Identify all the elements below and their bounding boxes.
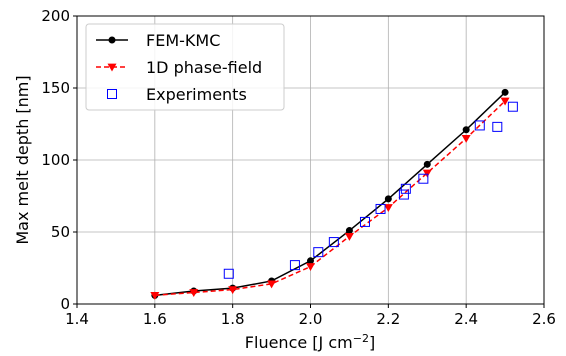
data-point xyxy=(328,237,339,248)
y-tick-label: 100 xyxy=(41,151,70,169)
x-tick-label: 2.2 xyxy=(376,310,400,328)
x-axis-label: Fluence [J cm−2] xyxy=(245,332,375,352)
data-point xyxy=(289,260,300,271)
legend-entries: FEM-KMC 1D phase-field Experiments xyxy=(96,31,262,104)
data-point xyxy=(359,216,370,227)
data-point xyxy=(418,173,429,184)
series-fem-kmc xyxy=(151,88,509,299)
data-point xyxy=(345,227,353,235)
series-layer xyxy=(150,88,518,300)
data-point xyxy=(500,97,510,106)
legend-marker xyxy=(107,63,117,72)
x-axis-label-suffix: ] xyxy=(369,333,375,352)
data-point xyxy=(422,169,432,178)
y-tick-label: 200 xyxy=(41,7,70,25)
data-point xyxy=(375,203,386,214)
y-axis-label: Max melt depth [nm] xyxy=(13,75,32,244)
data-point xyxy=(474,120,485,131)
data-point xyxy=(461,135,471,143)
legend-entry: FEM-KMC xyxy=(96,31,220,50)
series-line xyxy=(154,91,506,297)
series-line xyxy=(154,100,506,297)
series-1d-phase-field xyxy=(150,97,510,300)
x-axis-label-text: Fluence [J cm xyxy=(245,333,353,352)
x-tick-label: 1.4 xyxy=(65,310,89,328)
x-tick-label: 2.4 xyxy=(454,310,478,328)
x-tick-label: 2.0 xyxy=(299,310,323,328)
legend-entry: 1D phase-field xyxy=(96,58,262,77)
x-axis-label-superscript: −2 xyxy=(353,332,369,345)
y-tick-label: 0 xyxy=(60,295,70,313)
data-point xyxy=(189,289,199,297)
data-point xyxy=(462,126,470,134)
y-tick-label: 50 xyxy=(51,223,70,241)
series-experiments xyxy=(223,101,518,279)
data-point xyxy=(306,263,315,272)
x-tick-label: 1.6 xyxy=(143,310,167,328)
x-tick-label: 2.6 xyxy=(532,310,556,328)
data-point xyxy=(267,280,277,289)
data-point xyxy=(501,88,509,96)
data-point xyxy=(400,183,411,194)
data-point xyxy=(492,121,503,132)
data-point xyxy=(507,101,518,112)
legend-marker xyxy=(108,36,116,44)
legend-label: 1D phase-field xyxy=(146,58,262,77)
x-tick-label: 1.8 xyxy=(221,310,245,328)
legend-box xyxy=(85,23,285,111)
data-point xyxy=(150,291,160,300)
data-point xyxy=(228,286,238,295)
data-point xyxy=(384,195,392,203)
y-tick-label: 150 xyxy=(41,79,70,97)
data-point xyxy=(383,204,393,213)
legend: FEM-KMC 1D phase-field Experiments xyxy=(85,23,285,111)
data-point xyxy=(423,160,431,168)
data-point xyxy=(307,257,314,265)
data-point xyxy=(313,247,324,258)
legend-label: FEM-KMC xyxy=(146,31,220,50)
legend-entry: Experiments xyxy=(107,85,247,104)
ticks: 1.4 1.6 1.8 2.0 2.2 2.4 2.6 0 50 100 150 200 xyxy=(41,7,556,328)
data-point xyxy=(344,232,354,241)
legend-label: Experiments xyxy=(146,85,247,104)
legend-marker xyxy=(107,89,117,99)
data-point xyxy=(398,189,409,200)
data-point xyxy=(223,268,234,279)
